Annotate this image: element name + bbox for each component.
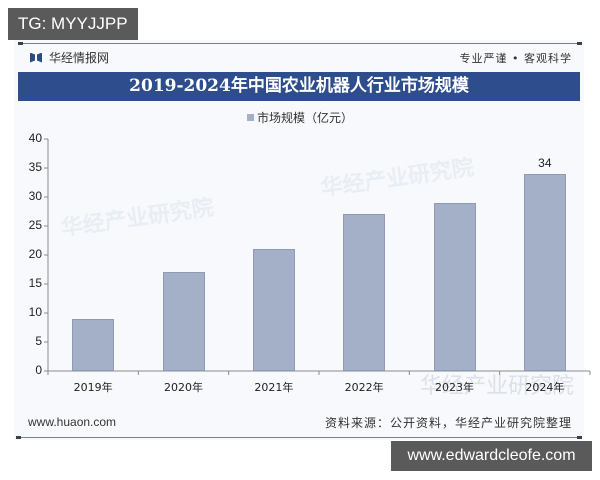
- x-tick-label: 2019年: [73, 381, 113, 394]
- y-tick-label: 30: [28, 189, 42, 203]
- bar-2023年: [433, 202, 476, 371]
- chart-card: [14, 40, 584, 440]
- x-tick-label: 2023年: [435, 381, 474, 394]
- slogan: 专业严谨 • 客观科学: [459, 52, 572, 65]
- footer-source: 资料来源：公开资料，华经产业研究院整理: [324, 416, 572, 430]
- x-tick-label: 2024年: [525, 381, 565, 394]
- y-tick-label: 25: [28, 218, 42, 232]
- y-ticks: [44, 138, 48, 372]
- y-tick-label: 0: [35, 363, 42, 377]
- x-tick-label: 2020年: [164, 381, 203, 394]
- overlay-tag-bottom-right: www.edwardcleofe.com: [391, 441, 592, 471]
- chart-title: 2019-2024年中国农业机器人行业市场规模: [18, 72, 580, 101]
- bar-2021年: [252, 249, 295, 371]
- y-tick-label: 5: [35, 334, 42, 348]
- x-ticks: [47, 371, 591, 375]
- bar-2019年: [72, 318, 115, 371]
- y-tick-label: 15: [28, 276, 42, 290]
- background-watermark-bottom: 华经产业研究院: [420, 374, 575, 399]
- y-tick-label: 20: [28, 247, 42, 261]
- bar-value-label: 34: [538, 155, 552, 170]
- footer-website: www.huaon.com: [28, 415, 117, 429]
- bar-2022年: [343, 214, 386, 371]
- x-tick-label: 2022年: [344, 381, 384, 394]
- bar-2024年: [523, 173, 566, 371]
- y-tick-label: 10: [28, 305, 42, 319]
- overlay-tag-top-left: TG: MYYJJPP: [8, 8, 138, 40]
- legend-swatch: [246, 114, 254, 121]
- brand-name: 华经情报网: [49, 51, 110, 65]
- bar-2020年: [162, 272, 205, 371]
- x-tick-label: 2021年: [254, 381, 294, 394]
- bottom-divider: [16, 436, 582, 439]
- legend: 市场规模（亿元）: [0, 109, 600, 126]
- brand: 华经情报网: [30, 49, 109, 66]
- legend-label: 市场规模（亿元）: [256, 111, 353, 125]
- y-tick-label: 40: [28, 131, 42, 145]
- top-divider: [18, 42, 582, 45]
- y-tick-label: 35: [28, 160, 42, 174]
